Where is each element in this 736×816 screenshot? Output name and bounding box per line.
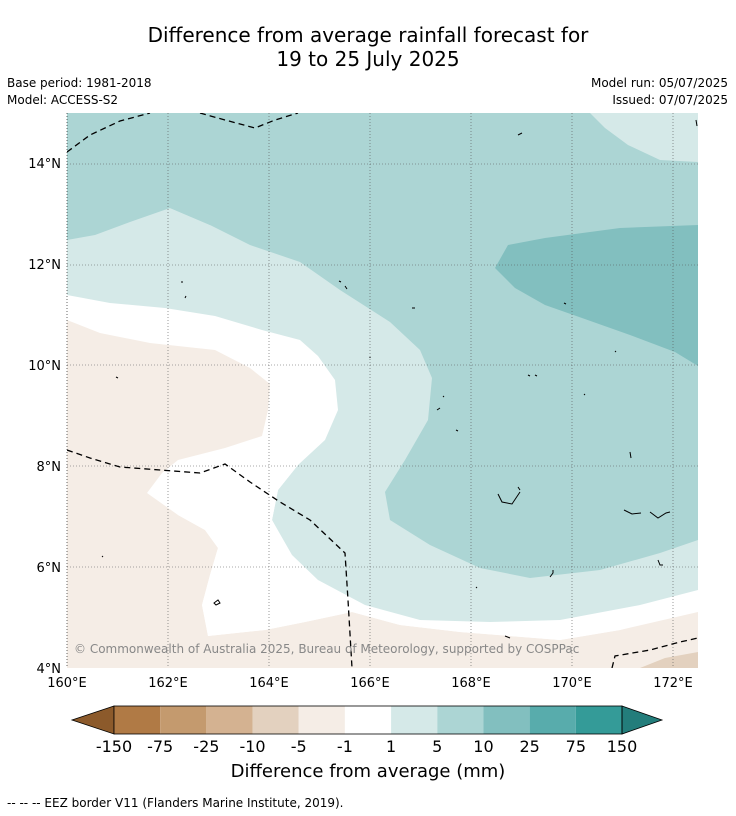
y-tick-label: 6°N [37, 561, 62, 576]
x-tick-label: 166°E [350, 676, 390, 691]
eez-footnote: -- -- -- EEZ border V11 (Flanders Marine… [7, 796, 344, 810]
model-name: Model: ACCESS-S2 [7, 93, 119, 107]
colorbar-tick-label: -10 [239, 737, 266, 756]
y-tick-label: 10°N [28, 359, 61, 374]
x-tick-label: 160°E [47, 676, 87, 691]
colorbar-tick-label: 75 [565, 737, 586, 756]
x-tick-label: 168°E [451, 676, 491, 691]
colorbar-tick-label: 10 [473, 737, 494, 756]
colorbar-frame [113, 705, 623, 735]
islands [101, 119, 698, 639]
x-axis-labels: 160°E 162°E 164°E 166°E 168°E 170°E 172°… [47, 676, 693, 691]
colorbar-segment [206, 706, 253, 734]
colorbar-tick-label: -5 [290, 737, 307, 756]
colorbar-tick-label: -1 [336, 737, 353, 756]
colorbar-tick-label: 150 [606, 737, 638, 756]
colorbar-tick-label: -25 [193, 737, 220, 756]
x-tick-label: 170°E [552, 676, 592, 691]
y-tick-label: 8°N [37, 460, 62, 475]
title-line-1: Difference from average rainfall forecas… [147, 23, 589, 47]
colorbar-segment [575, 706, 622, 734]
colorbar-tick-label: 5 [432, 737, 443, 756]
colorbar-segment [437, 706, 484, 734]
eez-border [67, 113, 698, 668]
colorbar-segment [298, 706, 345, 734]
x-tick-label: 162°E [148, 676, 188, 691]
colorbar-segment [114, 706, 161, 734]
colorbar-tick-label: 1 [385, 737, 397, 756]
colorbar-segment [252, 706, 299, 734]
y-tick-label: 14°N [28, 157, 61, 172]
x-tick-label: 172°E [653, 676, 693, 691]
base-period: Base period: 1981-2018 [7, 76, 152, 90]
colorbar-title: Difference from average (mm) [230, 761, 506, 782]
issued-date: Issued: 07/07/2025 [612, 93, 728, 107]
copyright-text: © Commonwealth of Australia 2025, Bureau… [74, 642, 579, 656]
graticule [67, 113, 698, 668]
region-1-to-5mm-ne [590, 113, 698, 162]
colorbar-extend-low [70, 705, 115, 735]
colorbar-tick-label: -150 [95, 737, 133, 756]
y-axis-labels: 4°N 6°N 8°N 10°N 12°N 14°N [28, 157, 61, 677]
y-tick-label: 12°N [28, 258, 61, 273]
x-tick-label: 164°E [249, 676, 289, 691]
colorbar [70, 705, 664, 735]
title-line-2: 19 to 25 July 2025 [276, 47, 460, 71]
colorbar-segment [483, 706, 530, 734]
region-10-to-25mm [495, 225, 698, 366]
colorbar-segment [344, 706, 392, 734]
colorbar-tick-label: 25 [519, 737, 540, 756]
region-minus5-to-minus1mm [67, 320, 698, 668]
region-minus10-to-minus5mm [640, 652, 698, 668]
region-minus1-to-1mm-inner [162, 440, 698, 640]
model-run: Model run: 05/07/2025 [590, 76, 728, 90]
colorbar-extend-high [621, 705, 664, 735]
map-plot-area: © Commonwealth of Australia 2025, Bureau… [67, 113, 698, 668]
colorbar-segment [160, 706, 207, 734]
colorbar-segment [391, 706, 438, 734]
colorbar-tick-label: -75 [147, 737, 174, 756]
colorbar-segment [529, 706, 576, 734]
y-tick-label: 4°N [37, 662, 62, 677]
